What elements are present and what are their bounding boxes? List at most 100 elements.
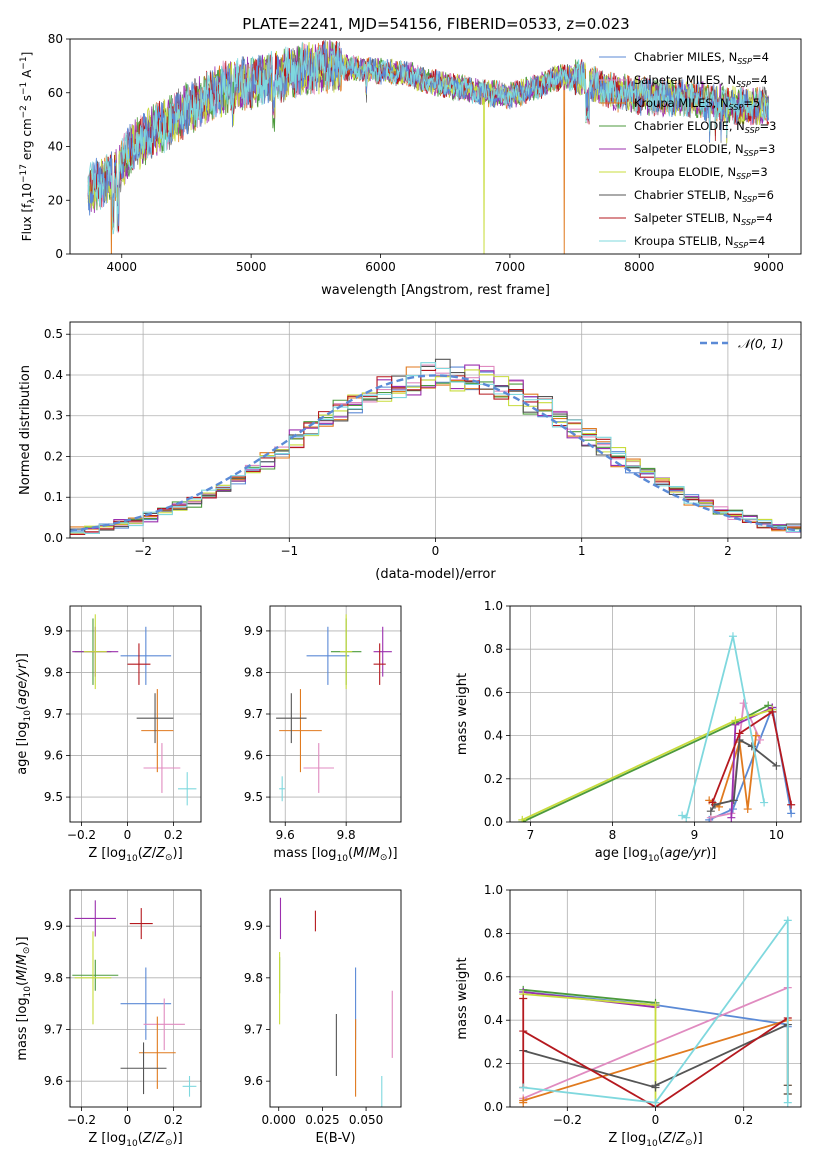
- y-tick-label: 80: [48, 32, 63, 46]
- y-tick-label: 9.7: [44, 1023, 63, 1037]
- y-tick-label: 0.1: [44, 490, 63, 504]
- x-axis-label: Z [log10(Z/Z⊙)]: [608, 1131, 702, 1149]
- point-marker: [772, 761, 781, 770]
- y-tick-label: 0.2: [484, 772, 503, 786]
- y-tick-label: 0.2: [484, 1057, 503, 1071]
- y-tick-label: 0.4: [44, 368, 63, 382]
- x-tick-label: −0.2: [553, 1113, 582, 1127]
- spectrum-line: [87, 41, 770, 235]
- plot-area: [519, 916, 792, 1107]
- weight-line: [711, 710, 793, 805]
- plot-area: [518, 632, 796, 822]
- x-tick-label: 4000: [106, 260, 137, 274]
- y-axis-label: Normed distribution: [18, 365, 33, 495]
- y-tick-label: 0.5: [44, 327, 63, 341]
- y-tick-label: 9.6: [244, 1074, 263, 1088]
- y-tick-label: 9.7: [244, 1023, 263, 1037]
- point-marker: [651, 1098, 660, 1107]
- y-axis-label: Flux [fλ10−17 erg cm−2 s−1 A−1]: [19, 52, 37, 242]
- x-tick-label: 1: [578, 544, 586, 558]
- x-tick-label: −0.2: [67, 1113, 96, 1127]
- legend-label: 𝒩(0, 1): [738, 336, 784, 351]
- x-tick-label: 0.2: [164, 828, 183, 842]
- plot-area: [279, 897, 393, 1107]
- mass-vs-z-panel: −0.2 0 0.2 9.6 9.7 9.8 9.9 Z [log10(Z/Z⊙)] mass …: [15, 889, 202, 1149]
- y-tick-label: 9.7: [244, 707, 263, 721]
- x-tick-label: 0: [652, 1113, 660, 1127]
- y-tick-label: 9.9: [244, 919, 263, 933]
- point-marker: [678, 811, 687, 820]
- plot-area: [72, 900, 197, 1097]
- legend: Chabrier MILES, NSSP=4 Salpeter MILES, NS…: [599, 50, 776, 250]
- point-marker: [518, 815, 527, 822]
- x-tick-label: 8000: [624, 260, 655, 274]
- weight-line: [710, 738, 777, 812]
- point-marker: [787, 800, 796, 809]
- point-marker: [519, 994, 528, 1003]
- y-tick-label: 9.5: [244, 790, 263, 804]
- weight-line: [681, 636, 765, 820]
- point-marker: [651, 1001, 660, 1010]
- mass-vs-ebv-panel: 0.000 0.025 0.050 9.6 9.7 9.8 9.9 E(B-V): [244, 889, 402, 1146]
- x-tick-label: 0: [124, 828, 132, 842]
- axes-frame: [269, 889, 402, 1108]
- y-axis-label: mass weight: [455, 673, 470, 755]
- point-marker: [727, 813, 736, 822]
- x-tick-label: 7: [527, 828, 535, 842]
- x-tick-label: 0.2: [734, 1113, 753, 1127]
- y-tick-label: 1.0: [484, 599, 503, 613]
- x-tick-label: 8: [609, 828, 617, 842]
- y-tick-label: 0: [55, 247, 63, 261]
- x-tick-label: −2: [134, 544, 152, 558]
- plot-area: [276, 614, 392, 802]
- x-axis-label: Z [log10(Z/Z⊙)]: [88, 846, 182, 864]
- legend-label: Salpeter MILES, NSSP=4: [634, 73, 768, 89]
- x-tick-label: 10: [769, 828, 784, 842]
- y-tick-label: 20: [48, 193, 63, 207]
- y-tick-label: 9.6: [244, 749, 263, 763]
- chart-layer: 4000 5000 6000 7000 8000 9000020406080wavelen…: [15, 32, 802, 1149]
- weight-line: [523, 993, 657, 1103]
- y-tick-label: 0.6: [484, 685, 503, 699]
- x-tick-label: 0: [432, 544, 440, 558]
- point-marker: [682, 813, 691, 822]
- point-marker: [764, 701, 773, 710]
- figure-title: PLATE=2241, MJD=54156, FIBERID=0533, z=0…: [242, 15, 629, 33]
- y-tick-label: 0.3: [44, 409, 63, 423]
- axes-frame: [69, 889, 202, 1108]
- x-axis-label: mass [log10(M/M⊙)]: [273, 846, 397, 864]
- x-axis-label: E(B-V): [315, 1131, 355, 1146]
- age-vs-z-panel: −0.2 0 0.2 9.5 9.6 9.7 9.8 9.9 Z [log10(Z/Z⊙)] ag…: [15, 605, 202, 864]
- x-tick-label: 0.000: [262, 1113, 296, 1127]
- weight-line: [523, 917, 789, 1104]
- age-vs-mass-panel: 9.6 9.8 9.5 9.6 9.7 9.8 9.9 mass [log10(M/M⊙)]: [244, 605, 402, 864]
- x-tick-label: 0.050: [349, 1113, 383, 1127]
- legend-label: Chabrier MILES, NSSP=4: [634, 50, 769, 66]
- gaussian-reference: [70, 374, 801, 533]
- x-tick-label: 2: [724, 544, 732, 558]
- point-marker: [760, 798, 769, 807]
- legend-label: Kroupa MILES, NSSP=5: [634, 96, 760, 112]
- point-marker: [735, 729, 744, 738]
- plot-area: [70, 358, 801, 536]
- point-marker: [706, 807, 715, 816]
- y-tick-label: 0.4: [484, 1013, 503, 1027]
- y-tick-label: 9.9: [244, 624, 263, 638]
- point-marker: [768, 707, 777, 716]
- y-axis-label: mass weight: [455, 957, 470, 1039]
- weight-vs-z-panel: −0.2 0 0.2 0.0 0.2 0.4 0.6 0.8 1.0 Z [log10(Z/Z⊙)…: [455, 883, 802, 1149]
- y-axis-label: age [log10(age/yr)]: [15, 653, 33, 775]
- point-marker: [783, 1098, 792, 1107]
- x-tick-label: 9000: [753, 260, 784, 274]
- legend: 𝒩(0, 1): [700, 336, 784, 351]
- y-tick-label: 0.0: [484, 1100, 503, 1114]
- point-marker: [751, 731, 760, 740]
- point-marker: [519, 1027, 528, 1036]
- x-axis-label: Z [log10(Z/Z⊙)]: [88, 1131, 182, 1149]
- x-tick-label: 9: [691, 828, 699, 842]
- x-tick-label: 0.025: [305, 1113, 339, 1127]
- histogram-step: [70, 362, 801, 534]
- legend-label: Salpeter STELIB, NSSP=4: [634, 211, 773, 227]
- point-marker: [731, 716, 740, 725]
